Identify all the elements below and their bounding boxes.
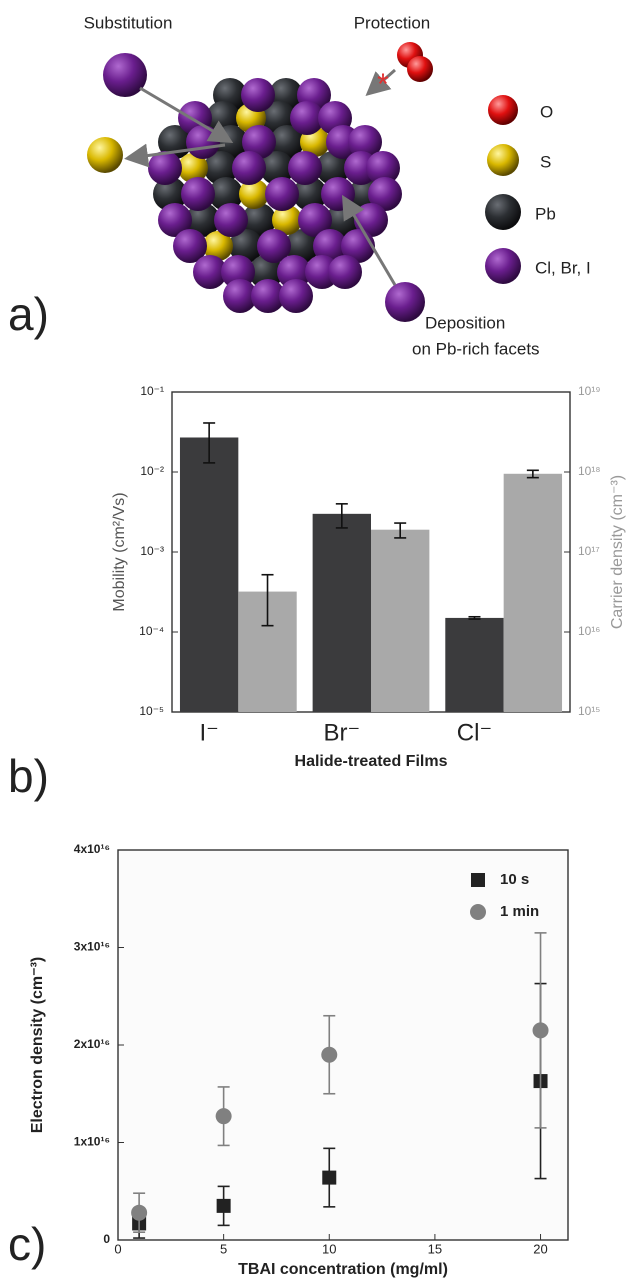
point xyxy=(532,1022,549,1039)
y2-tick-label: 10¹⁸ xyxy=(578,464,600,478)
legend-label: Cl, Br, I xyxy=(535,258,591,277)
y-tick-label: 2x10¹⁶ xyxy=(74,1037,110,1051)
x-tick-label: Cl⁻ xyxy=(457,719,492,746)
legend-label: 10 s xyxy=(500,871,529,888)
y-axis-title: Mobility (cm²/Vs) xyxy=(111,492,128,611)
x-tick-label: 20 xyxy=(533,1241,547,1256)
legend-label: O xyxy=(540,102,553,121)
y-tick-label: 10⁻¹ xyxy=(140,384,164,398)
bar xyxy=(312,513,371,712)
x-axis-title: Halide-treated Films xyxy=(295,753,448,770)
point xyxy=(216,1198,231,1213)
annotation: on Pb-rich facets xyxy=(412,339,540,358)
legend-label: 1 min xyxy=(500,903,539,920)
legend-label: Pb xyxy=(535,204,556,223)
panel-label: a) xyxy=(8,288,49,340)
point xyxy=(322,1170,337,1185)
element-legend: O S Pb Cl, Br, I xyxy=(485,95,591,284)
plot-frame xyxy=(117,849,569,1241)
y-axis-title: Electron density (cm⁻³) xyxy=(29,957,46,1133)
x-tick-label: 5 xyxy=(220,1241,227,1256)
annotation: Deposition xyxy=(425,313,505,332)
x-tick-label: 15 xyxy=(428,1241,442,1256)
y2-tick-label: 10¹⁹ xyxy=(578,384,600,398)
y-tick-label: 10⁻⁴ xyxy=(139,624,164,638)
panel-label: c) xyxy=(8,1218,46,1270)
bar xyxy=(371,529,430,712)
bar xyxy=(445,617,504,712)
nanocrystal xyxy=(87,42,433,322)
y-tick-label: 10⁻⁵ xyxy=(139,704,164,718)
annotation: Protection xyxy=(354,13,431,32)
panel-label: b) xyxy=(8,750,49,802)
y-tick-label: 0 xyxy=(103,1232,110,1246)
point xyxy=(131,1204,148,1221)
y-tick-label: 10⁻² xyxy=(140,464,164,478)
legend-marker xyxy=(470,904,486,920)
y2-tick-label: 10¹⁵ xyxy=(578,704,600,718)
x-tick-label: 0 xyxy=(114,1241,121,1256)
y-tick-label: 3x10¹⁶ xyxy=(74,940,110,954)
bar xyxy=(503,473,563,712)
y2-tick-label: 10¹⁶ xyxy=(578,624,600,638)
annotation-marker: * xyxy=(377,68,389,101)
x-axis-title: TBAI concentration (mg/ml) xyxy=(238,1261,448,1278)
x-tick-label: 10 xyxy=(322,1241,336,1256)
point xyxy=(321,1046,338,1063)
x-tick-label: I⁻ xyxy=(199,719,218,746)
y-tick-label: 10⁻³ xyxy=(140,544,164,558)
y-tick-label: 1x10¹⁶ xyxy=(74,1135,110,1149)
legend-marker xyxy=(471,873,485,887)
y2-axis-title: Carrier density (cm⁻³) xyxy=(609,475,626,629)
x-tick-label: Br⁻ xyxy=(323,719,360,746)
bar xyxy=(179,437,239,712)
legend-label: S xyxy=(540,152,551,171)
annotation: Substitution xyxy=(84,13,173,32)
point xyxy=(215,1108,232,1125)
y-tick-label: 4x10¹⁶ xyxy=(74,842,110,856)
y2-tick-label: 10¹⁷ xyxy=(578,544,600,558)
